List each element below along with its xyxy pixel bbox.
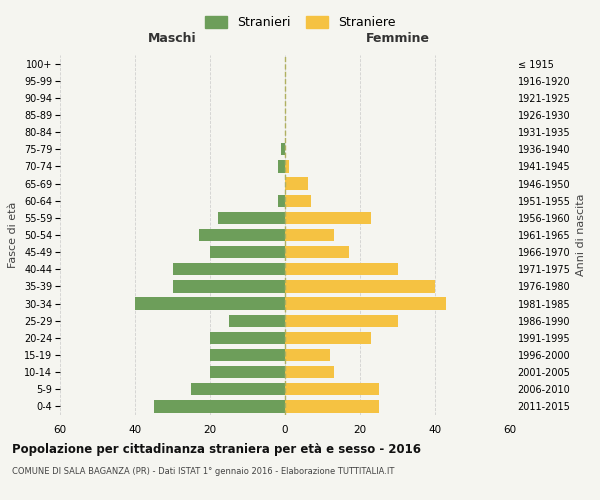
Bar: [191, 383, 285, 396]
Bar: [210, 246, 285, 258]
Bar: [285, 298, 446, 310]
Text: COMUNE DI SALA BAGANZA (PR) - Dati ISTAT 1° gennaio 2016 - Elaborazione TUTTITAL: COMUNE DI SALA BAGANZA (PR) - Dati ISTAT…: [12, 468, 394, 476]
Bar: [285, 366, 334, 378]
Bar: [173, 263, 285, 276]
Bar: [285, 349, 330, 361]
Bar: [229, 314, 285, 327]
Bar: [218, 212, 285, 224]
Bar: [285, 332, 371, 344]
Bar: [277, 160, 285, 172]
Bar: [285, 246, 349, 258]
Bar: [285, 383, 379, 396]
Bar: [281, 143, 285, 156]
Bar: [199, 229, 285, 241]
Text: Femmine: Femmine: [365, 32, 430, 44]
Bar: [135, 298, 285, 310]
Bar: [285, 178, 308, 190]
Bar: [210, 366, 285, 378]
Bar: [285, 263, 398, 276]
Bar: [285, 280, 435, 292]
Bar: [210, 349, 285, 361]
Bar: [277, 194, 285, 207]
Bar: [210, 332, 285, 344]
Legend: Stranieri, Straniere: Stranieri, Straniere: [199, 11, 401, 34]
Y-axis label: Anni di nascita: Anni di nascita: [576, 194, 586, 276]
Y-axis label: Fasce di età: Fasce di età: [8, 202, 19, 268]
Bar: [285, 400, 379, 412]
Bar: [285, 194, 311, 207]
Bar: [285, 229, 334, 241]
Bar: [285, 212, 371, 224]
Bar: [154, 400, 285, 412]
Bar: [285, 314, 398, 327]
Text: Popolazione per cittadinanza straniera per età e sesso - 2016: Popolazione per cittadinanza straniera p…: [12, 442, 421, 456]
Bar: [285, 160, 289, 172]
Bar: [173, 280, 285, 292]
Text: Maschi: Maschi: [148, 32, 197, 44]
